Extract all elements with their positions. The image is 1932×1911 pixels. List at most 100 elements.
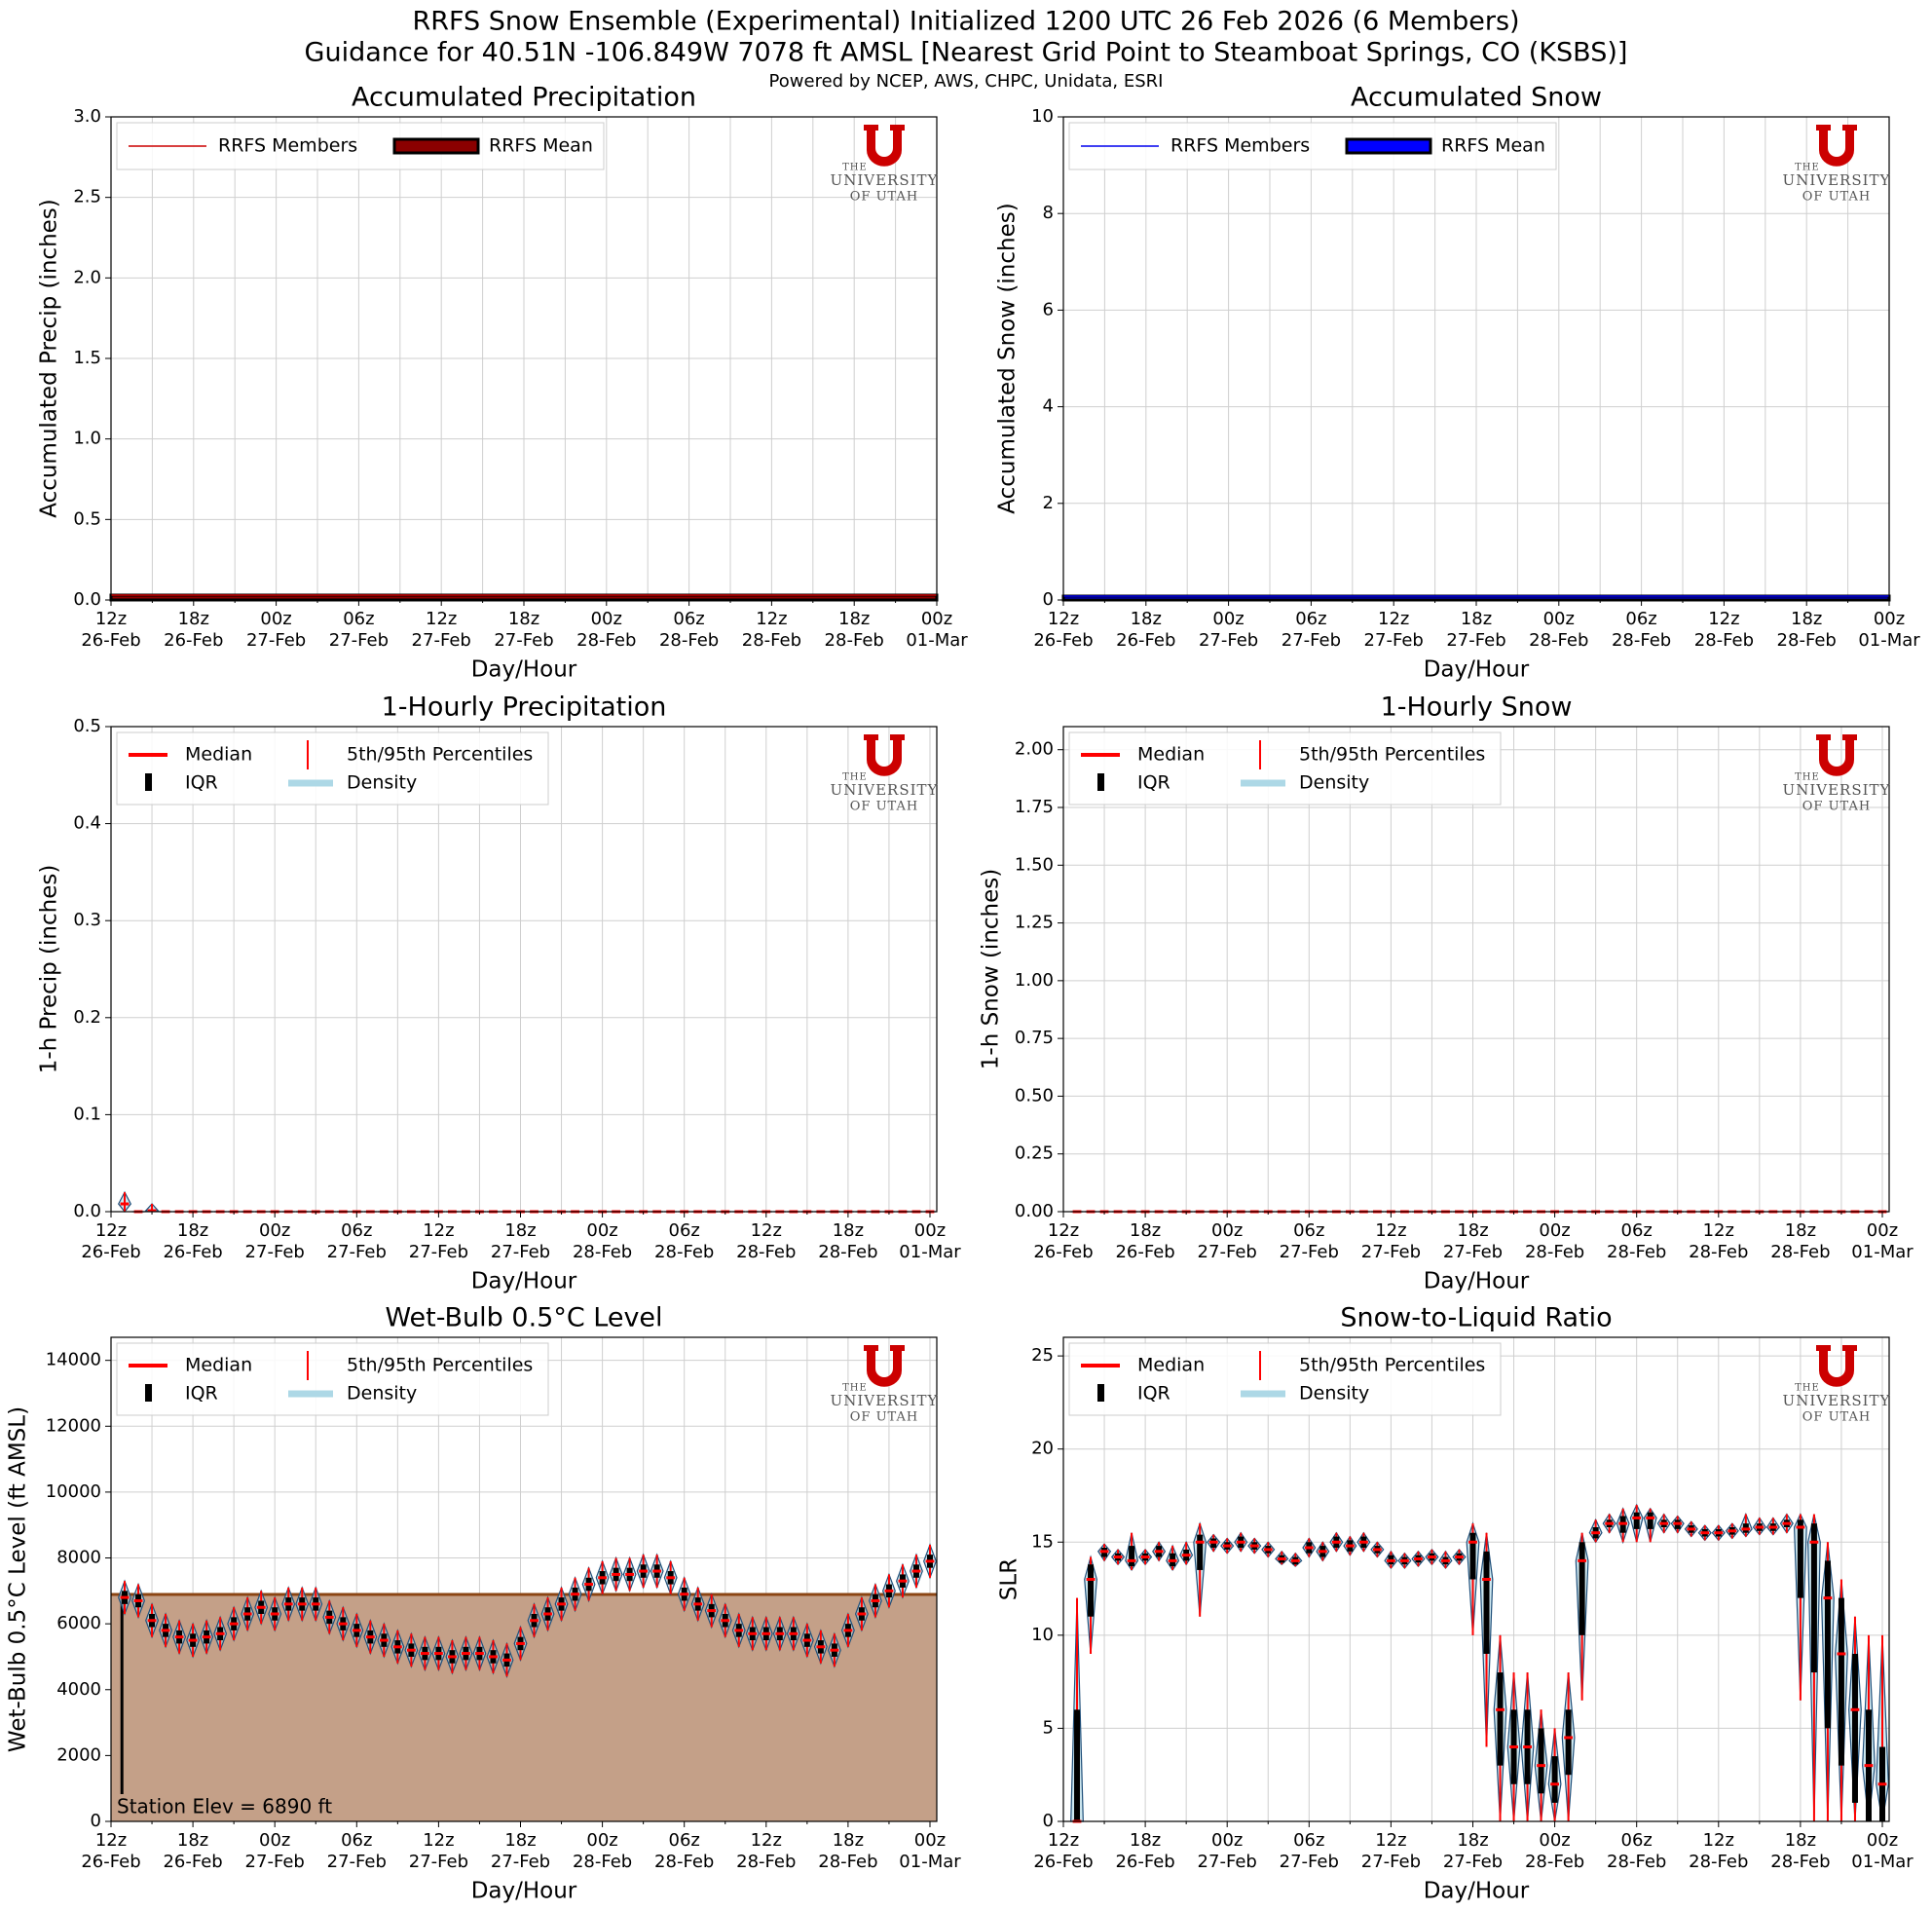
x-tick-label: 12z [1378,609,1409,629]
x-tick-label: 12z [95,1220,127,1241]
y-tick-label: 8000 [56,1548,101,1568]
legend-label: 5th/95th Percentiles [347,744,533,766]
legend-label: Density [347,772,417,794]
x-tick-label: 12z [423,1830,454,1851]
y-tick-label: 1.00 [1015,970,1054,991]
iqr-box [1469,1532,1476,1580]
legend-label: IQR [1137,772,1170,794]
x-tick-label: 26-Feb [81,1852,140,1872]
y-tick-label: 0.5 [73,508,101,529]
x-tick-label: 06z [1625,609,1656,629]
x-tick-label: 18z [833,1220,864,1241]
x-tick-label: 28-Feb [1770,1242,1830,1262]
x-tick-label: 28-Feb [1607,1852,1666,1872]
x-axis-label: Day/Hour [471,1269,577,1294]
y-tick-label: 6000 [56,1613,101,1633]
iqr-box [1797,1519,1803,1598]
x-tick-label: 12z [1375,1830,1406,1851]
x-tick-label: 28-Feb [1689,1852,1748,1872]
legend-label: 5th/95th Percentiles [1299,744,1485,766]
x-tick-label: 06z [673,609,704,629]
y-tick-label: 10 [1031,1625,1054,1645]
legend-iqr [145,773,152,791]
x-tick-label: 00z [259,1220,290,1241]
x-tick-label: 18z [1130,1830,1161,1851]
y-tick-label: 0.3 [73,910,101,930]
x-tick-label: 27-Feb [1198,1852,1257,1872]
logo-u [1816,734,1857,776]
y-tick-label: 0 [91,1811,101,1831]
legend-box [116,1342,549,1416]
iqr-box [1538,1728,1544,1794]
legend-box [116,731,549,806]
logo-u [1816,125,1857,167]
y-tick-label: 0 [1043,589,1054,610]
x-tick-label: 26-Feb [163,1242,222,1262]
x-tick-label: 18z [1785,1220,1816,1241]
x-tick-label: 01-Mar [899,1242,961,1262]
legend-label: IQR [185,772,218,794]
x-tick-label: 27-Feb [1361,1852,1421,1872]
y-tick-label: 15 [1031,1531,1054,1552]
y-tick-label: 2.5 [73,187,101,207]
x-tick-label: 26-Feb [1033,1242,1093,1262]
x-tick-label: 26-Feb [1033,1852,1093,1872]
x-tick-label: 06z [341,1830,372,1851]
x-tick-label: 28-Feb [573,1852,632,1872]
x-axis-label: Day/Hour [1424,657,1530,683]
x-tick-label: 27-Feb [412,630,471,651]
x-tick-label: 27-Feb [409,1242,468,1262]
x-tick-label: 18z [833,1830,864,1851]
x-tick-label: 26-Feb [1115,1852,1174,1872]
x-tick-label: 12z [751,1220,782,1241]
legend-iqr [1097,773,1104,791]
y-tick-label: 4000 [56,1679,101,1700]
legend-patch [392,137,480,155]
x-tick-label: 01-Mar [1858,630,1920,651]
figure-title: RRFS Snow Ensemble (Experimental) Initia… [412,7,1519,37]
y-axis-label: SLR [997,1558,1022,1600]
logo-text: OF UTAH [1802,800,1871,814]
y-tick-label: 2 [1043,493,1054,513]
annotation: Station Elev = 6890 ft [117,1795,332,1818]
logo-text: THE [1795,772,1820,783]
y-tick-label: 0.2 [73,1007,101,1028]
iqr-box [1579,1542,1585,1635]
iqr-box [1565,1709,1572,1776]
y-tick-label: 1.0 [73,429,101,449]
x-tick-label: 06z [1621,1220,1653,1241]
y-axis-label: Accumulated Precip (inches) [37,199,62,518]
x-axis-label: Day/Hour [1424,1269,1530,1294]
x-tick-label: 18z [177,1830,208,1851]
y-tick-label: 0.4 [73,813,101,834]
panel-title: Wet-Bulb 0.5°C Level [385,1303,662,1333]
x-tick-label: 27-Feb [246,630,306,651]
panel-title: Snow-to-Liquid Ratio [1340,1303,1612,1333]
legend-label: 5th/95th Percentiles [347,1355,533,1376]
x-tick-label: 27-Feb [329,630,389,651]
panel-title: 1-Hourly Snow [1381,693,1573,723]
x-tick-label: 06z [341,1220,372,1241]
x-tick-label: 12z [95,1830,127,1851]
iqr-box [1483,1551,1490,1654]
x-tick-label: 26-Feb [1116,630,1175,651]
x-tick-label: 01-Mar [906,630,968,651]
legend-label: Density [1299,772,1369,794]
y-tick-label: 25 [1031,1345,1054,1366]
x-tick-label: 27-Feb [1361,1242,1421,1262]
plot-area [111,727,937,1212]
y-tick-label: 1.5 [73,348,101,368]
x-tick-label: 18z [1131,609,1162,629]
logo-text: UNIVERSITY [1783,781,1891,799]
x-tick-label: 28-Feb [1525,1852,1584,1872]
y-tick-label: 0.1 [73,1104,101,1124]
x-tick-label: 18z [178,609,209,629]
logo-text: THE [1795,1383,1820,1394]
x-tick-label: 12z [1703,1220,1734,1241]
y-tick-label: 1.25 [1015,913,1054,933]
y-tick-label: 10 [1031,106,1054,127]
legend-iqr [1097,1384,1104,1402]
logo-text: UNIVERSITY [1783,171,1891,189]
x-tick-label: 18z [177,1220,208,1241]
